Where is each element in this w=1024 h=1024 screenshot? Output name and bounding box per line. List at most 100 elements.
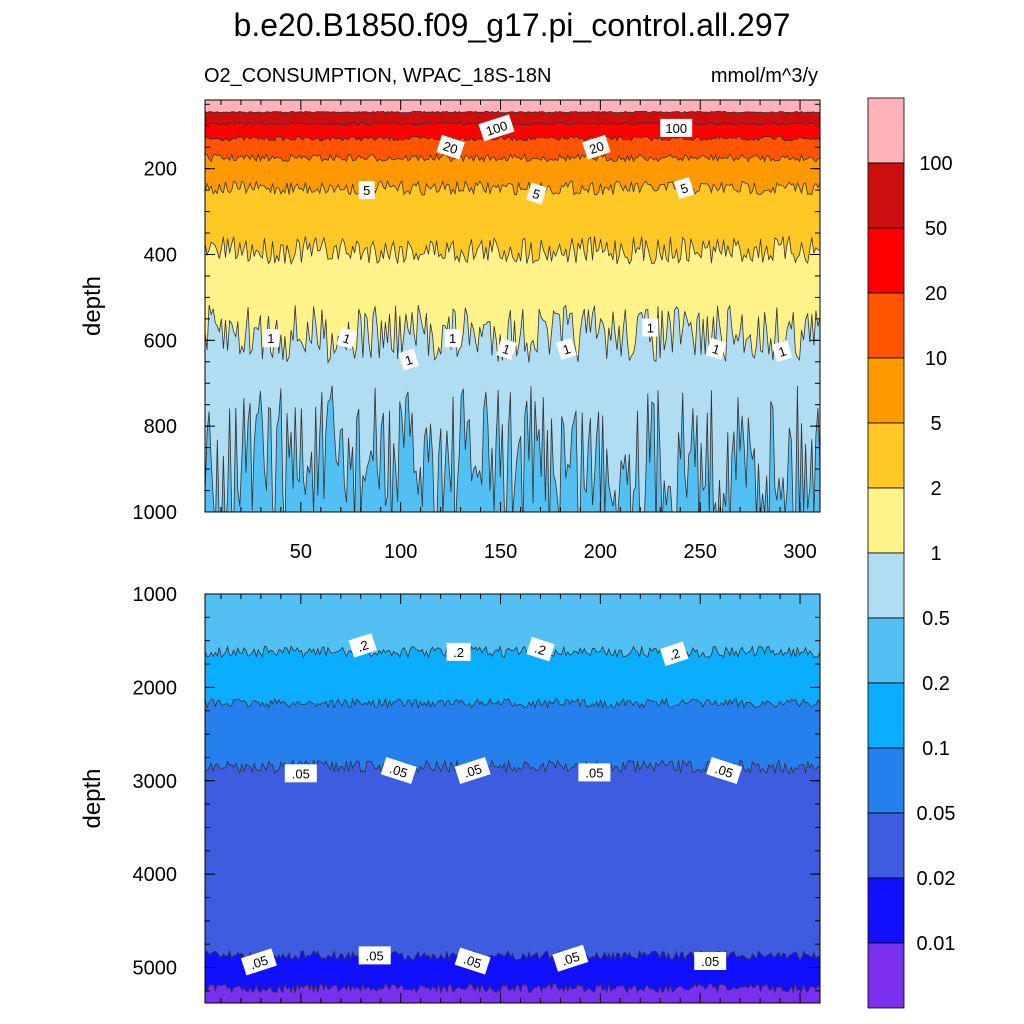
contour-line-0.01 bbox=[205, 981, 820, 994]
contour-label-text: 1 bbox=[267, 331, 274, 346]
contour-label-text: 20 bbox=[587, 138, 605, 157]
contour-label-box bbox=[673, 176, 695, 200]
colorbar-label: 0.02 bbox=[917, 868, 956, 890]
colorbar-swatch bbox=[867, 877, 905, 944]
figure-title: b.e20.B1850.f09_g17.pi_control.all.297 bbox=[234, 7, 791, 43]
contour-line-1 bbox=[205, 304, 820, 364]
contour-label-text: 100 bbox=[484, 118, 509, 139]
contour-label: .05 bbox=[694, 952, 727, 970]
variable-label: O2_CONSUMPTION, WPAC_18S-18N bbox=[204, 65, 552, 87]
contour-label-text: 20 bbox=[441, 138, 459, 157]
colorbar-swatch bbox=[867, 487, 905, 554]
contour-line-0.1 bbox=[205, 697, 820, 710]
contour-label-box bbox=[478, 114, 515, 142]
colorbar-label: 20 bbox=[925, 283, 947, 305]
contour-label: .05 bbox=[380, 756, 417, 785]
contour-label: 1 bbox=[336, 327, 358, 350]
contour-label-box bbox=[526, 636, 555, 662]
contour-label: 1 bbox=[705, 337, 727, 360]
contour-label: .05 bbox=[706, 756, 743, 785]
contour-label: .05 bbox=[454, 947, 491, 975]
x-tick-label: 150 bbox=[484, 541, 517, 563]
colorbar-label: 0.1 bbox=[922, 738, 950, 760]
colorbar-label: 100 bbox=[919, 153, 952, 175]
y-tick-label: 200 bbox=[144, 159, 177, 181]
contour-label: 5 bbox=[673, 176, 695, 200]
contour-label: 1 bbox=[556, 337, 577, 360]
contour-label-box bbox=[444, 329, 461, 348]
contour-line-0.5 bbox=[205, 385, 820, 512]
contour-label-text: 5 bbox=[363, 183, 370, 198]
contour-label: 100 bbox=[478, 114, 515, 142]
colorbar-swatch bbox=[867, 682, 905, 749]
colorbar-swatch bbox=[867, 552, 905, 619]
contour-label: 100 bbox=[660, 118, 693, 137]
plot-frame bbox=[204, 99, 821, 513]
contour-label-text: 1 bbox=[449, 331, 456, 346]
contour-label-text: .05 bbox=[560, 949, 582, 969]
contour-label-box bbox=[582, 134, 611, 160]
contour-label: .2 bbox=[348, 633, 377, 658]
x-tick-label: 100 bbox=[384, 541, 417, 563]
colorbar-swatch bbox=[867, 812, 905, 879]
contour-line-100 bbox=[205, 110, 820, 114]
contour-label-text: .05 bbox=[701, 954, 719, 969]
contour-label-box bbox=[262, 329, 279, 348]
contour-label: 1 bbox=[262, 329, 279, 348]
units-label: mmol/m^3/y bbox=[711, 65, 818, 87]
y-axis-label: depth bbox=[79, 276, 106, 336]
contour-label-text: .2 bbox=[533, 641, 548, 659]
y-tick-label: 400 bbox=[144, 245, 177, 267]
colorbar-label: 5 bbox=[930, 413, 941, 435]
contour-label: 20 bbox=[582, 134, 611, 160]
colorbar-label: 0.2 bbox=[922, 673, 950, 695]
colorbar-swatch bbox=[867, 747, 905, 814]
contour-label-text: .05 bbox=[585, 765, 603, 780]
contour-line-50 bbox=[205, 121, 820, 126]
plot-area bbox=[205, 594, 820, 1003]
contour-label-box bbox=[660, 118, 693, 137]
contour-label-box bbox=[660, 641, 689, 667]
colorbar-swatch bbox=[867, 227, 905, 294]
contour-label-box bbox=[398, 348, 420, 371]
contour-label-box bbox=[336, 327, 358, 350]
contour-label-box bbox=[706, 756, 743, 785]
colorbar: 100 50 20 10 5 2 1 0.5 0.2 0.1 0.05 0.02 0.01 bbox=[867, 97, 956, 1009]
contour-label: .05 bbox=[578, 763, 611, 782]
contour-label-text: .2 bbox=[355, 637, 370, 655]
contour-label-box bbox=[358, 946, 391, 965]
contour-label: .05 bbox=[284, 764, 317, 783]
contour-band-0.05 bbox=[205, 760, 820, 1003]
contour-line-5 bbox=[205, 179, 820, 196]
y-tick-label: 800 bbox=[144, 416, 177, 438]
y-tick-label: 3000 bbox=[133, 771, 178, 793]
contour-label-text: .05 bbox=[462, 952, 484, 972]
contour-line-10 bbox=[205, 152, 820, 163]
contour-label: .05 bbox=[240, 948, 277, 976]
colorbar-swatch bbox=[867, 97, 905, 164]
contour-label-text: .05 bbox=[248, 952, 270, 972]
contour-label-box bbox=[771, 340, 793, 363]
contour-label-text: 1 bbox=[710, 341, 722, 358]
contour-label-text: .05 bbox=[366, 948, 384, 963]
contour-label-box bbox=[348, 633, 377, 658]
plot-area bbox=[205, 100, 820, 512]
contour-label-text: 1 bbox=[501, 341, 513, 358]
colorbar-label: 2 bbox=[930, 478, 941, 500]
contour-line-0.2 bbox=[205, 645, 820, 659]
x-tick-label: 200 bbox=[584, 541, 617, 563]
colorbar-swatch bbox=[867, 422, 905, 489]
contour-label-text: .2 bbox=[453, 645, 464, 660]
contour-label-text: 1 bbox=[561, 341, 573, 358]
contour-label-text: 100 bbox=[665, 121, 687, 136]
contour-label-text: .05 bbox=[292, 766, 310, 781]
colorbar-swatch bbox=[867, 357, 905, 424]
contour-label: 5 bbox=[358, 181, 375, 200]
contour-label-box bbox=[694, 952, 727, 970]
y-tick-label: 2000 bbox=[133, 677, 178, 699]
contour-label: 1 bbox=[444, 329, 461, 348]
colorbar-swatch bbox=[867, 942, 905, 1009]
contour-label: 1 bbox=[496, 337, 517, 360]
contour-line-0.02 bbox=[205, 949, 820, 962]
